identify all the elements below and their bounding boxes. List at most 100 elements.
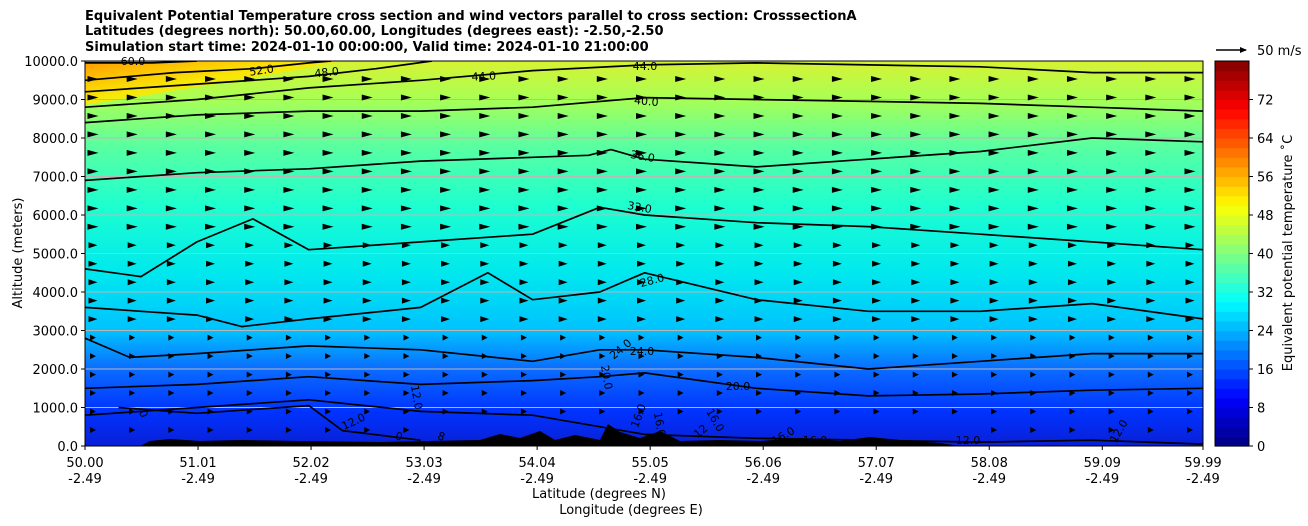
wind-arrow xyxy=(911,260,921,267)
wind-arrow xyxy=(518,223,530,230)
wind-arrow xyxy=(1030,334,1037,341)
wind-arrow xyxy=(795,390,802,397)
wind-arrow xyxy=(165,131,177,138)
wind-arrow xyxy=(88,279,98,286)
wind-arrow xyxy=(441,279,451,286)
wind-arrow xyxy=(795,408,802,415)
wind-arrow xyxy=(756,408,763,415)
wind-arrow xyxy=(831,149,843,156)
y-tick-label: 4000.0 xyxy=(33,286,79,301)
wind-arrow xyxy=(715,260,725,267)
wind-arrow xyxy=(1106,223,1118,230)
wind-arrow xyxy=(401,242,411,249)
wind-arrow xyxy=(793,260,803,267)
wind-arrow xyxy=(403,390,410,397)
wind-arrow xyxy=(991,427,998,433)
x-tick-label-latitude: 58.08 xyxy=(971,456,1008,471)
wind-arrow xyxy=(676,260,686,267)
colorbar-tick-label: 16 xyxy=(1257,363,1274,378)
wind-arrow xyxy=(793,316,803,323)
wind-arrow xyxy=(834,371,841,378)
wind-arrow xyxy=(245,279,255,286)
wind-arrow xyxy=(1106,186,1118,193)
wind-arrow xyxy=(753,186,765,193)
x-tick-label-latitude: 55.05 xyxy=(632,456,669,471)
wind-arrow xyxy=(676,297,686,304)
wind-arrow xyxy=(207,334,214,341)
wind-arrow xyxy=(87,205,99,212)
wind-arrow xyxy=(951,408,958,415)
wind-arrow xyxy=(871,149,883,156)
wind-arrow xyxy=(519,297,529,304)
wind-arrow xyxy=(442,390,449,397)
wind-arrow xyxy=(325,353,332,360)
wind-arrow xyxy=(910,223,922,230)
wind-arrow xyxy=(1066,186,1078,193)
wind-arrow xyxy=(1069,408,1076,415)
wind-arrow xyxy=(90,371,96,378)
wind-arrow xyxy=(832,279,842,286)
colorbar-tick-label: 64 xyxy=(1257,132,1274,147)
wind-arrow xyxy=(126,168,138,175)
wind-arrow xyxy=(1147,353,1154,360)
wind-arrow xyxy=(716,353,723,360)
wind-arrow xyxy=(244,94,256,101)
contour-label: 60.0 xyxy=(121,55,146,68)
wind-arrow xyxy=(325,408,332,415)
wind-arrow xyxy=(637,297,646,304)
wind-arrow xyxy=(207,390,214,397)
wind-arrow xyxy=(205,168,217,175)
wind-arrow xyxy=(912,371,919,378)
wind-arrow xyxy=(834,408,841,415)
wind-arrow xyxy=(1030,371,1037,378)
wind-arrow xyxy=(714,94,726,101)
wind-arrow xyxy=(991,353,998,360)
wind-arrow xyxy=(283,186,295,193)
wind-arrow xyxy=(560,371,567,378)
x-tick-label-longitude: -2.49 xyxy=(746,472,780,487)
wind-arrow xyxy=(912,408,919,415)
wind-arrow xyxy=(1107,279,1117,286)
wind-arrow xyxy=(205,223,217,230)
wind-arrow xyxy=(792,205,804,212)
wind-arrow xyxy=(1187,334,1193,341)
wind-arrow xyxy=(322,205,334,212)
wind-arrow xyxy=(1184,131,1196,138)
wind-arrow xyxy=(558,297,568,304)
wind-arrow xyxy=(871,186,883,193)
wind-arrow xyxy=(129,427,136,433)
wind-arrow xyxy=(1187,353,1193,360)
wind-arrow xyxy=(951,371,958,378)
wind-arrow xyxy=(873,334,880,341)
wind-arrow xyxy=(832,297,842,304)
wind-arrow xyxy=(244,223,256,230)
wind-arrow xyxy=(361,168,373,175)
wind-arrow xyxy=(322,223,334,230)
wind-arrow xyxy=(361,223,373,230)
wind-arrow xyxy=(677,371,684,378)
wind-arrow xyxy=(284,242,294,249)
wind-arrow xyxy=(87,112,99,119)
wind-arrow xyxy=(168,334,175,341)
colorbar-band xyxy=(1215,349,1249,360)
wind-arrow xyxy=(1067,316,1077,323)
wind-arrow xyxy=(518,76,530,82)
wind-arrow xyxy=(1027,76,1039,82)
wind-arrow xyxy=(87,186,99,193)
wind-arrow xyxy=(1027,186,1039,193)
wind-arrow xyxy=(714,131,726,138)
colorbar-band xyxy=(1215,234,1249,245)
wind-arrow xyxy=(90,334,96,341)
wind-arrow xyxy=(1030,353,1037,360)
colorbar-band xyxy=(1215,320,1249,332)
wind-arrow xyxy=(637,316,646,323)
wind-arrow xyxy=(832,242,842,249)
y-tick-label: 0.0 xyxy=(57,440,78,455)
wind-arrow xyxy=(715,242,725,249)
wind-arrow xyxy=(557,149,569,156)
wind-arrow xyxy=(596,76,608,82)
wind-arrow xyxy=(442,408,449,415)
wind-arrow xyxy=(361,149,373,156)
wind-arrow xyxy=(520,390,527,397)
wind-arrow xyxy=(127,297,137,304)
